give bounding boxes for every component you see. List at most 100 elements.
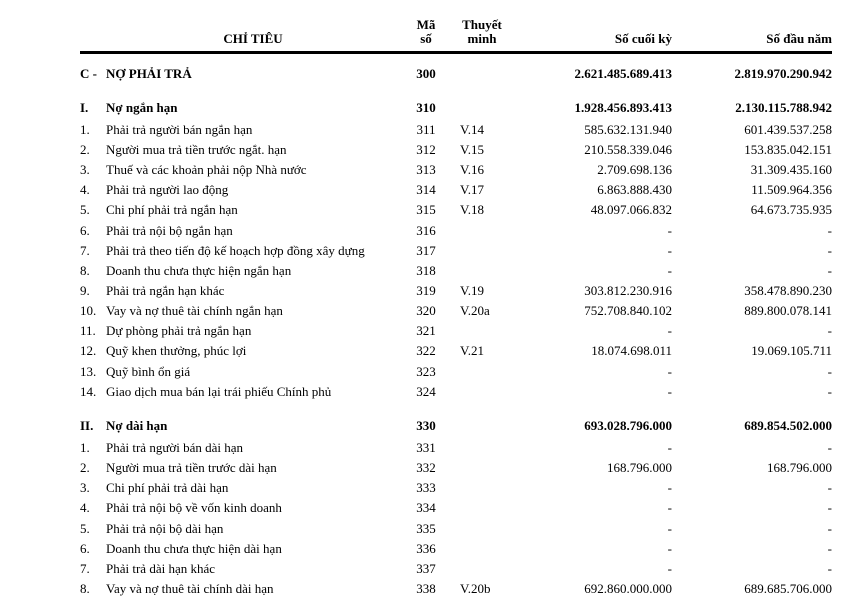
row-start: - [672,221,832,241]
row-idx: 7. [80,559,106,579]
row-ms: 313 [400,160,452,180]
row-start: - [672,559,832,579]
row-label: Vay và nợ thuê tài chính dài hạn [106,579,400,599]
group-header: I.Nợ ngắn hạn3101.928.456.893.4132.130.1… [80,98,832,118]
row-idx: 12. [80,341,106,361]
group-label: Nợ ngắn hạn [106,98,400,118]
row-idx: 10. [80,301,106,321]
row-label: Phải trả ngắn hạn khác [106,281,400,301]
row-start: - [672,382,832,402]
row-ms: 333 [400,478,452,498]
row-ms: 335 [400,519,452,539]
row-ms: 314 [400,180,452,200]
header-ms-line1: Mã [400,18,452,32]
table-row: 6.Doanh thu chưa thực hiện dài hạn336-- [80,539,832,559]
groups-container: I.Nợ ngắn hạn3101.928.456.893.4132.130.1… [80,98,832,599]
row-idx: 5. [80,200,106,220]
row-ms: 338 [400,579,452,599]
row-label: Doanh thu chưa thực hiện ngắn hạn [106,261,400,281]
row-idx: 6. [80,539,106,559]
row-idx: 2. [80,458,106,478]
table-row: 5.Phải trả nội bộ dài hạn335-- [80,519,832,539]
group-ms: 310 [400,98,452,118]
table-row: 1.Phải trả người bán ngắn hạn311V.14585.… [80,120,832,140]
row-idx: 6. [80,221,106,241]
row-ms: 331 [400,438,452,458]
row-ms: 324 [400,382,452,402]
table-row: 2.Người mua trả tiền trước dài hạn332168… [80,458,832,478]
table-row: 5.Chi phí phải trả ngắn hạn315V.1848.097… [80,200,832,220]
row-ms: 337 [400,559,452,579]
row-idx: 13. [80,362,106,382]
row-idx: 11. [80,321,106,341]
table-row: 3.Chi phí phải trả dài hạn333-- [80,478,832,498]
table-row: 7.Phải trả dài hạn khác337-- [80,559,832,579]
group-idx: II. [80,416,106,436]
row-end: - [512,221,672,241]
header-start: Số đầu năm [672,31,832,47]
row-idx: 7. [80,241,106,261]
header-tm-line2: minh [452,32,512,46]
row-idx: 14. [80,382,106,402]
row-label: Phải trả nội bộ ngắn hạn [106,221,400,241]
header-label: CHỈ TIÊU [106,31,400,47]
header-tm-line1: Thuyết [452,18,512,32]
row-tm: V.20b [452,579,512,599]
row-idx: 3. [80,160,106,180]
section-c-ms: 300 [400,64,452,84]
row-end: 18.074.698.011 [512,341,672,361]
row-start: 11.509.964.356 [672,180,832,200]
table-row: 12.Quỹ khen thưởng, phúc lợi322V.2118.07… [80,341,832,361]
row-end: 585.632.131.940 [512,120,672,140]
row-start: 889.800.078.141 [672,301,832,321]
row-start: - [672,539,832,559]
row-end: - [512,362,672,382]
section-c-end: 2.621.485.689.413 [512,64,672,84]
row-start: - [672,362,832,382]
group-ms: 330 [400,416,452,436]
row-idx: 1. [80,120,106,140]
row-idx: 1. [80,438,106,458]
row-end: - [512,498,672,518]
section-c-idx: C - [80,64,106,84]
row-label: Dự phòng phải trả ngắn hạn [106,321,400,341]
table-row: 14.Giao dịch mua bán lại trái phiếu Chín… [80,382,832,402]
row-ms: 332 [400,458,452,478]
row-start: - [672,438,832,458]
row-label: Chi phí phải trả dài hạn [106,478,400,498]
header-end: Số cuối kỳ [512,31,672,47]
group-label: Nợ dài hạn [106,416,400,436]
section-c-start: 2.819.970.290.942 [672,64,832,84]
row-ms: 318 [400,261,452,281]
table-row: 8.Doanh thu chưa thực hiện ngắn hạn318-- [80,261,832,281]
row-end: 6.863.888.430 [512,180,672,200]
row-label: Phải trả theo tiến độ kế hoạch hợp đồng … [106,241,400,261]
row-start: 601.439.537.258 [672,120,832,140]
row-label: Thuế và các khoản phải nộp Nhà nước [106,160,400,180]
row-idx: 5. [80,519,106,539]
row-start: 19.069.105.711 [672,341,832,361]
group-end: 693.028.796.000 [512,416,672,436]
table-row: 13.Quỹ bình ổn giá323-- [80,362,832,382]
section-c-label: NỢ PHẢI TRẢ [106,64,400,84]
row-label: Phải trả người bán dài hạn [106,438,400,458]
group-end: 1.928.456.893.413 [512,98,672,118]
row-ms: 320 [400,301,452,321]
row-ms: 316 [400,221,452,241]
row-end: - [512,241,672,261]
row-end: 48.097.066.832 [512,200,672,220]
header-ms: Mã số [400,18,452,47]
row-end: 210.558.339.046 [512,140,672,160]
row-label: Vay và nợ thuê tài chính ngắn hạn [106,301,400,321]
row-end: - [512,438,672,458]
header-divider-2 [80,52,832,54]
row-end: 303.812.230.916 [512,281,672,301]
row-label: Quỹ bình ổn giá [106,362,400,382]
row-start: - [672,498,832,518]
table-row: 10.Vay và nợ thuê tài chính ngắn hạn320V… [80,301,832,321]
row-start: 689.685.706.000 [672,579,832,599]
table-row: 3.Thuế và các khoản phải nộp Nhà nước313… [80,160,832,180]
row-start: - [672,478,832,498]
table-row: 1.Phải trả người bán dài hạn331 -- [80,438,832,458]
row-ms: 321 [400,321,452,341]
